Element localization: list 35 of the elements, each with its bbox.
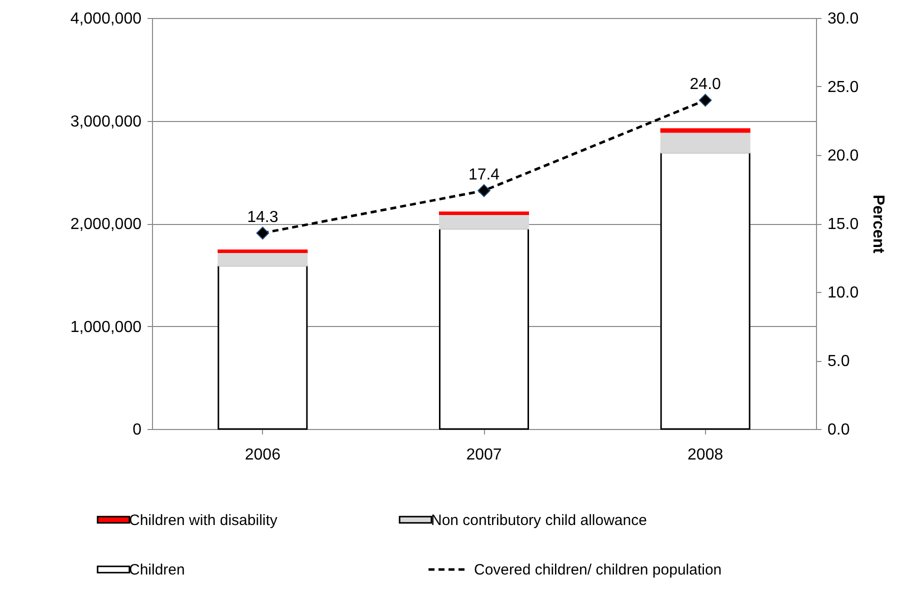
x-tick-label: 2007 <box>466 446 502 464</box>
legend-label: Covered children/ children population <box>474 562 722 578</box>
y2-tick-label: 10.0 <box>828 284 859 302</box>
bar <box>218 252 308 266</box>
data-label: 24.0 <box>690 76 722 94</box>
data-label: 14.3 <box>247 209 278 226</box>
y2-tick-label: 30.0 <box>828 10 859 28</box>
bar <box>660 128 750 133</box>
y-tick-label: 3,000,000 <box>70 113 142 130</box>
x-tick-label: 2006 <box>244 446 281 464</box>
y-tick-label: 1,000,000 <box>70 318 142 336</box>
y2-tick-label: 25.0 <box>828 79 859 96</box>
y2-tick-label: 5.0 <box>828 353 850 370</box>
y-tick-label: 2,000,000 <box>70 216 142 233</box>
y2-tick-label: 20.0 <box>828 148 859 164</box>
legend-label: Children with disability <box>129 512 278 529</box>
point <box>256 226 270 240</box>
bar <box>660 152 750 430</box>
y-tick-label: 4,000,000 <box>70 10 142 28</box>
bar <box>438 214 530 230</box>
bar <box>218 264 308 430</box>
x-tick-label: 2008 <box>688 446 724 464</box>
y2-tick-label: 15.0 <box>828 216 859 233</box>
legend-label: Children <box>129 562 185 578</box>
point <box>698 94 712 107</box>
bar <box>438 211 530 216</box>
data-label: 17.4 <box>468 166 500 184</box>
y2-axis-title: Percent <box>870 194 887 254</box>
bar <box>218 249 308 254</box>
legend-label: Non contributory child allowance <box>431 512 647 529</box>
y-tick-label: 0 <box>132 422 142 438</box>
bar <box>438 228 530 430</box>
point <box>478 184 490 198</box>
bar <box>660 131 750 154</box>
y2-tick-label: 0.0 <box>828 422 850 438</box>
